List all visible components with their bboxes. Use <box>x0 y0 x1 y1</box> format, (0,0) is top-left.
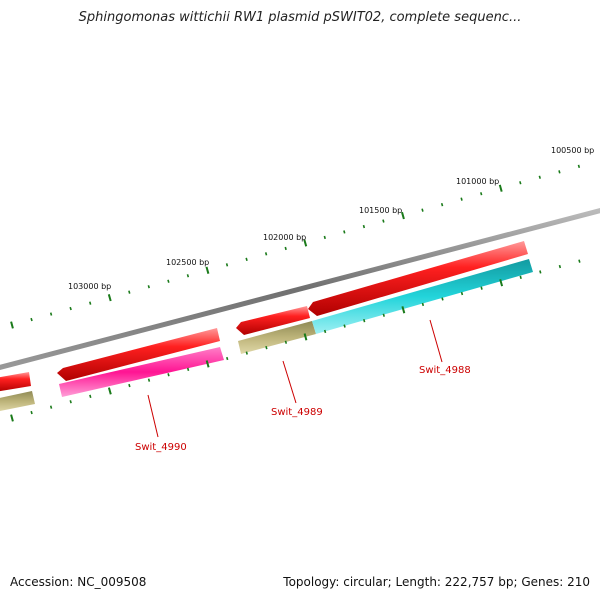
callout-swit4989 <box>282 360 297 404</box>
inner-ring-minor-tick <box>167 373 170 377</box>
inner-ring-minor-tick <box>147 378 151 382</box>
outer-ring-major-tick <box>205 266 210 274</box>
callout-swit4988 <box>429 319 443 363</box>
outer-ring-major-tick <box>107 294 112 302</box>
inner-ring-major-tick <box>303 333 308 341</box>
inner-ring-major-tick <box>10 414 14 422</box>
cds-feature-swit4988[interactable] <box>308 241 528 316</box>
inner-ring-minor-tick <box>460 291 464 296</box>
gene-label-swit4989[interactable]: Swit_4989 <box>271 407 323 418</box>
inner-ring-minor-tick <box>480 286 483 290</box>
gene-feature-swit4990[interactable] <box>59 347 224 397</box>
outer-ring-minor-tick <box>577 164 581 169</box>
topology-info-text: Topology: circular; Length: 222,757 bp; … <box>283 575 590 589</box>
outer-ring-major-tick <box>10 321 14 329</box>
gene-track <box>0 259 533 412</box>
outer-ring-minor-tick <box>421 208 424 212</box>
outer-ring-minor-tick <box>440 202 444 207</box>
outer-ring-minor-tick <box>538 175 541 179</box>
label-callouts <box>147 319 443 438</box>
inner-ring-major-tick <box>107 387 112 395</box>
outer-tick-ring <box>10 164 581 329</box>
callout-swit4990 <box>147 394 159 438</box>
outer-ring-minor-tick <box>558 170 561 174</box>
outer-ring-minor-tick <box>245 257 248 262</box>
outer-ring-minor-tick <box>460 197 463 201</box>
inner-ring-minor-tick <box>89 394 92 399</box>
inner-ring-major-tick <box>205 360 210 368</box>
outer-ring-minor-tick <box>382 219 385 223</box>
tick-label-102000: 102000 bp <box>263 233 306 242</box>
inner-ring-minor-tick <box>441 297 444 301</box>
outer-ring-minor-tick <box>225 263 229 267</box>
gene-label-swit4988[interactable]: Swit_4988 <box>419 365 471 376</box>
inner-ring-minor-tick <box>69 400 72 404</box>
inner-tick-ring <box>10 259 581 422</box>
tick-label-101500: 101500 bp <box>359 206 402 215</box>
accession-text: Accession: NC_009508 <box>10 575 147 589</box>
cds-feature-swit4990[interactable] <box>57 328 220 381</box>
outer-ring-minor-tick <box>147 285 150 289</box>
inner-ring-minor-tick <box>539 270 542 274</box>
tick-label-100500: 100500 bp <box>551 146 594 155</box>
outer-ring-minor-tick <box>186 274 190 278</box>
inner-ring-minor-tick <box>245 351 248 355</box>
outer-ring-minor-tick <box>264 252 268 256</box>
outer-ring-minor-tick <box>323 235 326 240</box>
outer-ring-minor-tick <box>69 306 72 311</box>
tick-labels: 103000 bp 102500 bp 102000 bp 101500 bp … <box>68 146 594 291</box>
outer-ring-minor-tick <box>519 181 522 185</box>
outer-ring-major-tick <box>401 211 405 220</box>
cds-feature-swit4989[interactable] <box>236 306 310 335</box>
inner-ring-minor-tick <box>128 383 131 388</box>
plasmid-backbone <box>0 208 600 370</box>
inner-ring-minor-tick <box>382 313 385 317</box>
inner-ring-minor-tick <box>186 367 190 372</box>
inner-ring-minor-tick <box>226 356 229 361</box>
tick-label-103000: 103000 bp <box>68 282 111 291</box>
inner-ring-minor-tick <box>323 329 327 334</box>
tick-label-101000: 101000 bp <box>456 177 499 186</box>
gene-feature-swit4989[interactable] <box>238 321 316 354</box>
gene-feature-left[interactable] <box>0 391 35 412</box>
outer-ring-minor-tick <box>30 317 33 322</box>
inner-ring-minor-tick <box>343 324 346 328</box>
outer-ring-minor-tick <box>49 312 53 316</box>
inner-ring-minor-tick <box>519 275 522 280</box>
cds-track <box>0 241 528 392</box>
outer-ring-minor-tick <box>128 290 131 294</box>
cds-feature-left[interactable] <box>0 372 31 392</box>
outer-ring-minor-tick <box>167 279 170 283</box>
gene-feature-swit4988[interactable] <box>312 259 533 334</box>
inner-ring-minor-tick <box>30 410 33 415</box>
map-title: Sphingomonas wittichii RW1 plasmid pSWIT… <box>78 10 522 25</box>
inner-ring-minor-tick <box>578 259 581 263</box>
gene-label-swit4990[interactable]: Swit_4990 <box>135 442 187 453</box>
inner-ring-minor-tick <box>558 264 562 269</box>
inner-ring-minor-tick <box>284 340 288 344</box>
outer-ring-minor-tick <box>343 230 346 234</box>
tick-label-102500: 102500 bp <box>166 258 209 267</box>
outer-ring-minor-tick <box>480 192 483 196</box>
inner-ring-major-tick <box>499 279 504 287</box>
inner-ring-minor-tick <box>363 318 366 323</box>
inner-ring-minor-tick <box>49 405 53 409</box>
outer-ring-major-tick <box>498 184 503 192</box>
inner-ring-minor-tick <box>421 302 425 307</box>
outer-ring-minor-tick <box>284 246 287 251</box>
inner-ring-minor-tick <box>265 345 268 350</box>
inner-ring-major-tick <box>401 306 406 314</box>
outer-ring-major-tick <box>303 239 308 247</box>
outer-ring-minor-tick <box>362 224 366 229</box>
outer-ring-minor-tick <box>89 301 92 305</box>
